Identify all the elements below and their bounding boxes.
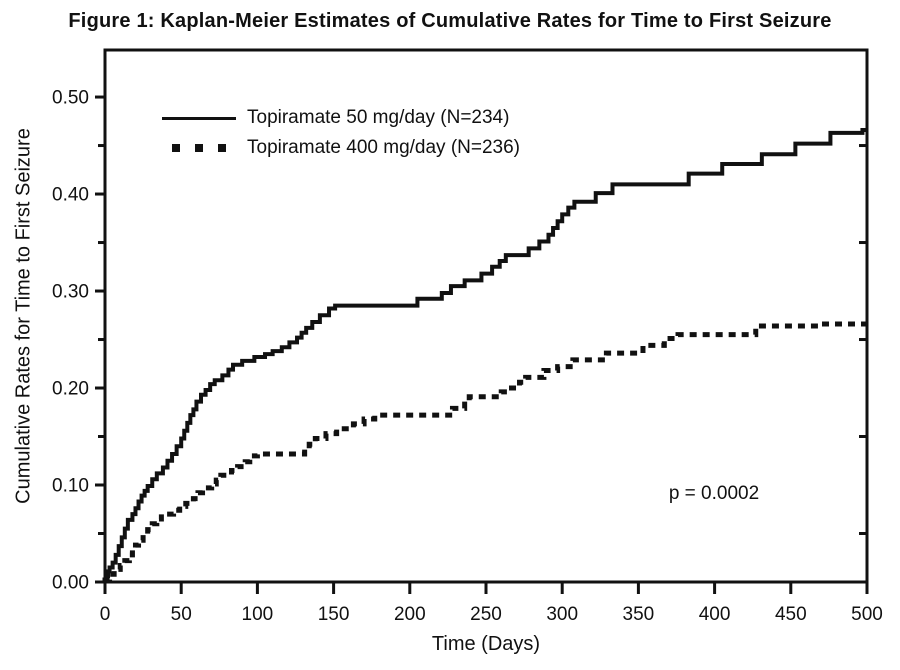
legend-item-topiramate-400: Topiramate 400 mg/day (N=236) (162, 133, 520, 163)
x-tick-label: 450 (775, 604, 807, 625)
y-tick-label: 0.20 (52, 379, 89, 400)
x-tick-label: 0 (100, 604, 111, 625)
y-tick-label: 0.40 (52, 185, 89, 206)
y-axis-label: Cumulative Rates for Time to First Seizu… (12, 128, 35, 504)
x-tick-label: 150 (318, 604, 350, 625)
legend: Topiramate 50 mg/day (N=234) Topiramate … (162, 103, 520, 163)
x-tick-label: 500 (851, 604, 883, 625)
figure-title: Figure 1: Kaplan-Meier Estimates of Cumu… (68, 10, 832, 32)
x-axis-label: Time (Days) (431, 633, 541, 655)
km-curve-topiramate-400 (102, 321, 867, 583)
legend-label: Topiramate 400 mg/day (N=236) (247, 137, 521, 158)
x-tick-label: 250 (470, 604, 502, 625)
dotted-line-key-icon (162, 144, 236, 152)
y-tick-label: 0.10 (52, 476, 89, 497)
legend-item-topiramate-50: Topiramate 50 mg/day (N=234) (162, 103, 520, 133)
x-tick-label: 200 (394, 604, 426, 625)
y-tick-label: 0.00 (52, 573, 89, 594)
x-tick-label: 50 (171, 604, 192, 625)
x-tick-label: 400 (699, 604, 731, 625)
legend-label: Topiramate 50 mg/day (N=234) (247, 107, 510, 128)
p-value-annotation: p = 0.0002 (668, 483, 760, 504)
x-tick-label: 300 (546, 604, 578, 625)
km-curve-topiramate-50 (103, 128, 867, 583)
y-tick-label: 0.50 (52, 88, 89, 109)
x-tick-label: 100 (242, 604, 274, 625)
y-tick-label: 0.30 (52, 282, 89, 303)
solid-line-key-icon (162, 116, 236, 120)
x-tick-label: 350 (623, 604, 655, 625)
